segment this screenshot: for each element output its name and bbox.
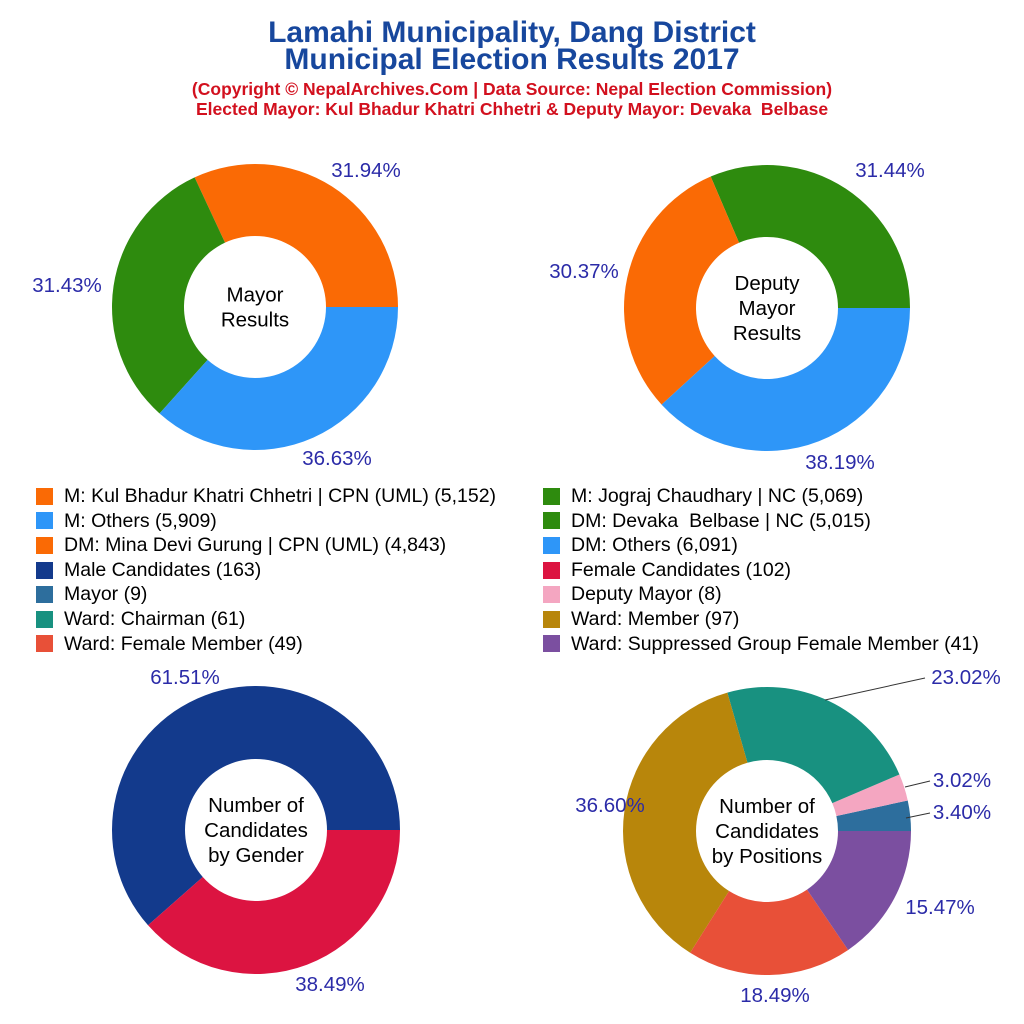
legend-item: Female Candidates (102) <box>543 558 979 583</box>
legend-color-swatch-icon <box>543 487 560 505</box>
label-leader-line <box>905 812 931 819</box>
legend-item-label: Male Candidates (163) <box>64 558 262 581</box>
legend-color-swatch-icon <box>543 586 560 604</box>
legend-item-label: Ward: Member (97) <box>571 607 740 630</box>
legend-item: DM: Others (6,091) <box>543 533 979 558</box>
legend-item: M: Others (5,909) <box>36 509 496 534</box>
legend-color-swatch-icon <box>36 512 53 530</box>
percentage-label: 18.49% <box>740 984 810 1007</box>
legend-column-left: M: Kul Bhadur Khatri Chhetri | CPN (UML)… <box>36 484 496 656</box>
percentage-label: 36.60% <box>575 794 645 817</box>
pie-slice <box>148 830 400 975</box>
legend-item: Mayor (9) <box>36 582 496 607</box>
legend-item-label: Ward: Suppressed Group Female Member (41… <box>571 632 979 655</box>
legend-item-label: M: Others (5,909) <box>64 509 217 532</box>
legend-item-label: M: Kul Bhadur Khatri Chhetri | CPN (UML)… <box>64 485 497 507</box>
pie-slice <box>624 176 740 405</box>
legend-color-swatch-icon <box>36 635 53 653</box>
legend-color-swatch-icon <box>543 536 560 554</box>
legend-color-swatch-icon <box>543 561 560 579</box>
donut-center-label: Deputy Mayor Results <box>733 272 801 345</box>
legend-item-label: M: Jograj Chaudhary | NC (5,069) <box>571 485 864 507</box>
legend-item: Deputy Mayor (8) <box>543 582 979 607</box>
percentage-label: 38.19% <box>805 451 875 474</box>
legend-item-label: Mayor (9) <box>64 583 148 606</box>
deputy-mayor-results: 31.44% 30.37% 38.19% Deputy Mayor Results <box>549 159 925 474</box>
percentage-label: 3.40% <box>933 801 991 824</box>
percentage-label: 38.49% <box>295 973 365 996</box>
percentage-label: 23.02% <box>931 666 1001 689</box>
donut-center-label: Mayor Results <box>221 284 289 332</box>
pie-slice <box>661 308 910 451</box>
pie-slice <box>832 774 908 816</box>
legend-item: Ward: Chairman (61) <box>36 607 496 632</box>
percentage-label: 3.02% <box>933 769 991 792</box>
legend-color-swatch-icon <box>543 610 560 628</box>
pie-slice <box>111 686 400 926</box>
percentage-label: 15.47% <box>905 896 975 919</box>
legend-column-right: M: Jograj Chaudhary | NC (5,069) DM: Deva… <box>543 484 979 656</box>
legend-item: Male Candidates (163) <box>36 558 496 583</box>
label-leader-line <box>824 677 926 701</box>
label-leader-line <box>904 780 931 788</box>
candidates-by-gender: 61.51% 38.49% Number of Candidates by Gender <box>111 666 400 996</box>
percentage-label: 36.63% <box>302 447 372 470</box>
legend-item: M: Kul Bhadur Khatri Chhetri | CPN (UML)… <box>36 484 496 509</box>
page-title-line-1: Lamahi Municipality, Dang District <box>268 16 756 49</box>
legend-color-swatch-icon <box>543 512 560 530</box>
legend-item-label: Deputy Mayor (8) <box>571 583 722 606</box>
copyright-line: (Copyright © NepalArchives.Com | Data So… <box>191 79 833 99</box>
legend-color-swatch-icon <box>36 586 53 604</box>
pie-slice <box>727 687 900 804</box>
legend-item: Ward: Suppressed Group Female Member (41… <box>543 632 979 657</box>
percentage-label: 31.44% <box>855 159 925 182</box>
pie-slice <box>159 307 398 450</box>
donut-center-label: Number of Candidates by Positions <box>712 795 823 868</box>
legend-color-swatch-icon <box>36 610 53 628</box>
legend-item: M: Jograj Chaudhary | NC (5,069) <box>543 484 979 509</box>
pie-slice <box>807 831 911 950</box>
pie-slice <box>710 165 910 308</box>
legend-item: DM: Mina Devi Gurung | CPN (UML) (4,843) <box>36 533 496 558</box>
candidates-by-positions: 3.40% 3.02% 23.02% 36.60% 18.49% 15.47% Number… <box>575 666 1001 1007</box>
percentage-label: 61.51% <box>150 666 220 689</box>
legend-color-swatch-icon <box>543 635 560 653</box>
elected-officials-line: Elected Mayor: Kul Bhadur Khatri Chhetri… <box>195 99 829 119</box>
donut-center-label: Number of Candidates by Gender <box>204 794 308 867</box>
mayor-results: 31.94% 31.43% 36.63% Mayor Results <box>32 159 401 470</box>
legend-color-swatch-icon <box>36 561 53 579</box>
pie-slice <box>690 889 849 976</box>
percentage-label: 30.37% <box>549 260 619 283</box>
percentage-label: 31.94% <box>331 159 401 182</box>
pie-slice <box>836 800 911 831</box>
legend-item-label: Female Candidates (102) <box>571 558 792 581</box>
legend-color-swatch-icon <box>36 487 53 505</box>
legend-item-label: DM: Devaka Belbase | NC (5,015) <box>571 509 871 532</box>
legend-item: Ward: Member (97) <box>543 607 979 632</box>
legend-item-label: DM: Mina Devi Gurung | CPN (UML) (4,843) <box>64 534 447 557</box>
legend-item: Ward: Female Member (49) <box>36 632 496 657</box>
pie-slice <box>194 163 398 307</box>
legend-item-label: DM: Others (6,091) <box>571 534 738 557</box>
legend-item-label: Ward: Chairman (61) <box>64 607 246 630</box>
percentage-label: 31.43% <box>32 274 102 297</box>
legend-item: DM: Devaka Belbase | NC (5,015) <box>543 509 979 534</box>
pie-slice <box>111 177 226 414</box>
pie-slice <box>623 692 748 953</box>
page-title-line-2: Municipal Election Results 2017 <box>284 43 740 76</box>
legend-color-swatch-icon <box>36 536 53 554</box>
legend-item-label: Ward: Female Member (49) <box>64 632 303 655</box>
